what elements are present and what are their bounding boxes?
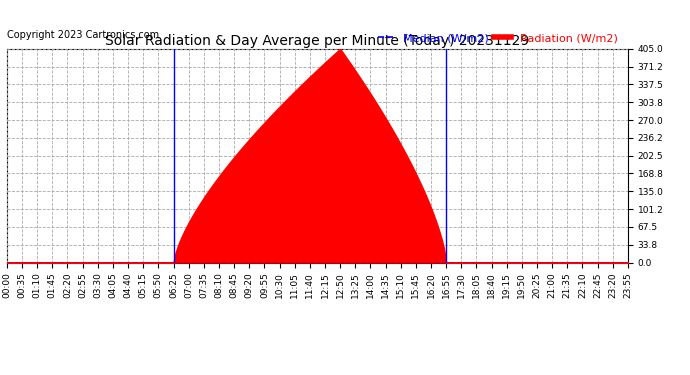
Title: Solar Radiation & Day Average per Minute (Today) 20231129: Solar Radiation & Day Average per Minute… — [106, 34, 529, 48]
Legend: Median (W/m2), Radiation (W/m2): Median (W/m2), Radiation (W/m2) — [373, 28, 622, 48]
Text: Copyright 2023 Cartronics.com: Copyright 2023 Cartronics.com — [7, 30, 159, 40]
